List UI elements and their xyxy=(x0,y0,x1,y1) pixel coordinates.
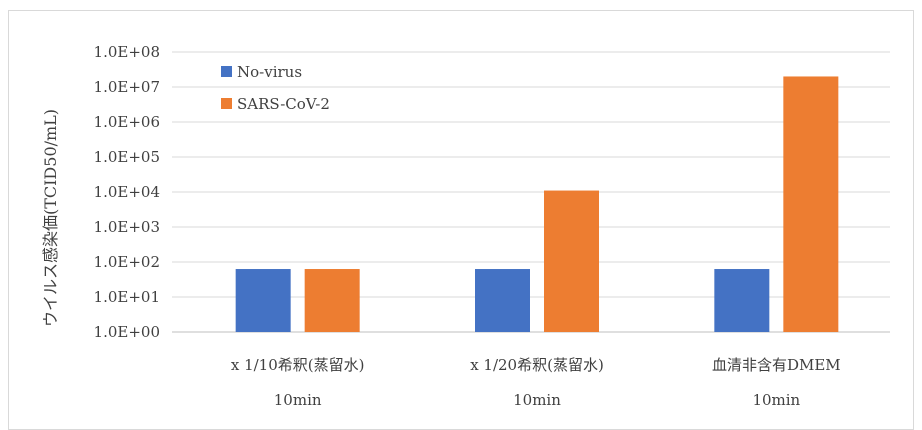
category-label: x 1/10希釈(蒸留水) xyxy=(231,356,365,374)
bars xyxy=(235,76,839,332)
bar-sars-cov-2 xyxy=(783,76,839,332)
y-tick-label: 1.0E+05 xyxy=(94,148,160,166)
bar-sars-cov-2 xyxy=(544,190,599,332)
chart-frame xyxy=(8,10,914,430)
category-sublabel: 10min xyxy=(752,391,800,409)
legend: No-virus SARS-CoV-2 xyxy=(221,63,330,113)
y-tick-label: 1.0E+07 xyxy=(94,78,160,96)
bar-no-virus xyxy=(475,269,530,332)
y-tick-labels: 1.0E+00 1.0E+01 1.0E+02 1.0E+03 1.0E+04 1.0E+… xyxy=(94,43,160,341)
category-labels: x 1/10希釈(蒸留水) 10min x 1/20希釈(蒸留水) 10min 血清非含… xyxy=(231,356,841,409)
y-tick-label: 1.0E+08 xyxy=(94,43,160,61)
y-tick-label: 1.0E+06 xyxy=(94,113,160,131)
bar-no-virus xyxy=(235,269,291,332)
bar-sars-cov-2 xyxy=(304,269,360,332)
legend-swatch-sars-cov-2 xyxy=(221,98,232,109)
category-label: 血清非含有DMEM xyxy=(712,356,841,374)
y-tick-label: 1.0E+00 xyxy=(94,323,160,341)
category-sublabel: 10min xyxy=(513,391,561,409)
category-label: x 1/20希釈(蒸留水) xyxy=(470,356,604,374)
bar-no-virus xyxy=(714,269,770,332)
y-tick-label: 1.0E+04 xyxy=(94,183,160,201)
y-axis-label: ウイルス感染価(TCID50/mL) xyxy=(41,109,60,327)
gridlines xyxy=(172,51,890,333)
y-tick-label: 1.0E+01 xyxy=(94,288,160,306)
legend-swatch-no-virus xyxy=(221,66,232,77)
legend-label-no-virus: No-virus xyxy=(237,63,302,81)
y-tick-label: 1.0E+03 xyxy=(94,218,160,236)
legend-label-sars-cov-2: SARS-CoV-2 xyxy=(237,95,330,113)
category-sublabel: 10min xyxy=(274,391,322,409)
y-tick-label: 1.0E+02 xyxy=(94,253,160,271)
